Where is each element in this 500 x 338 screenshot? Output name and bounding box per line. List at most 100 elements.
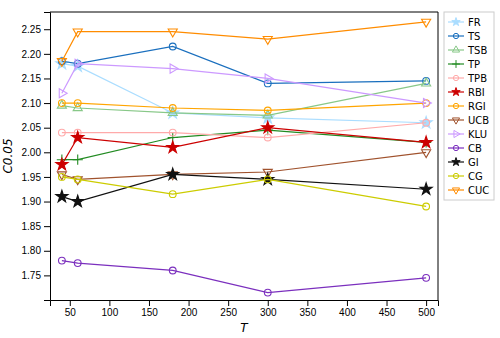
point [75, 59, 83, 68]
legend-item: CG [448, 171, 483, 182]
legend-marker [452, 46, 459, 52]
chart: 50 100 150 200 250 300 350 400 450 500 1.75 1.80 1.8… [0, 0, 500, 338]
tick-label: 450 [379, 307, 396, 318]
series-line [62, 261, 426, 293]
tick: 1.75 [22, 270, 50, 281]
tick: 350 [300, 300, 317, 318]
point [56, 57, 68, 68]
legend-marker [453, 173, 458, 178]
tick: 2.20 [22, 49, 50, 60]
point [56, 190, 68, 201]
point [74, 260, 81, 267]
legend-marker [452, 88, 460, 96]
point [167, 168, 179, 179]
series-line [62, 64, 426, 103]
tick: 1.85 [22, 221, 50, 232]
tick-mark [44, 54, 50, 55]
tick-label: 2.05 [22, 122, 42, 133]
tick: 100 [102, 300, 119, 318]
tick-mark [44, 177, 50, 178]
point [58, 174, 65, 181]
legend-line [448, 119, 464, 120]
tick-mark [44, 251, 50, 252]
tick-mark [70, 300, 71, 306]
tick-mark [44, 226, 50, 227]
tick: 150 [141, 300, 158, 318]
series [58, 43, 429, 87]
plot: 50 100 150 200 250 300 350 400 450 500 1.75 1.80 1.8… [1, 12, 439, 335]
series [56, 168, 432, 207]
axis-line [51, 301, 439, 307]
y-axis-title: C0.05 [1, 138, 15, 173]
point [423, 99, 431, 108]
tick: 500 [418, 300, 435, 318]
tick: 300 [260, 300, 277, 318]
series [57, 150, 430, 185]
point [262, 121, 274, 132]
legend-item: TS [448, 31, 480, 42]
tick: 400 [339, 300, 356, 318]
series [57, 19, 430, 66]
point [264, 289, 271, 296]
tick: 2.25 [22, 24, 50, 35]
point [170, 64, 178, 73]
series [59, 59, 431, 108]
point [423, 274, 430, 281]
legend-label: CUC [468, 185, 489, 196]
legend-marker [453, 103, 458, 108]
legend-item: FR [448, 17, 481, 28]
tick: 1.80 [22, 245, 50, 256]
tick: 2.10 [22, 98, 50, 109]
point [73, 177, 82, 185]
tick-label: 250 [220, 307, 237, 318]
tick-mark [44, 275, 50, 276]
tick-mark [347, 300, 348, 306]
series-line [62, 152, 426, 179]
marks [56, 19, 432, 296]
series-line [62, 22, 426, 61]
point [169, 191, 176, 198]
point [420, 116, 432, 127]
tick: 2.05 [22, 122, 50, 133]
point [72, 195, 84, 206]
tick: 50 [65, 300, 77, 318]
legend-item: RBI [448, 87, 485, 98]
tick-mark [44, 103, 50, 104]
tick-label: 50 [65, 307, 77, 318]
legend-label: UCB [468, 115, 489, 126]
point [422, 78, 431, 86]
tick: 1.90 [22, 196, 50, 207]
point [169, 267, 176, 274]
tick: 250 [220, 300, 237, 318]
tick-label: 2.00 [22, 147, 42, 158]
legend-label: RBI [468, 87, 485, 98]
legend-line [448, 77, 464, 78]
legend-line [448, 105, 464, 106]
point [58, 257, 65, 264]
series-line [62, 64, 426, 123]
point [264, 134, 271, 141]
legend-item: CB [448, 143, 482, 154]
tick-label: 350 [300, 307, 317, 318]
point [422, 150, 431, 158]
point [168, 29, 177, 37]
legend: FRTSTSBTPTPBRBIRGIUCBKLUCBGICGCUC [444, 12, 494, 200]
x-axis-title: T [240, 321, 249, 335]
frame [50, 12, 438, 13]
tick-mark [189, 300, 190, 306]
tick: 2.15 [22, 73, 50, 84]
frame [438, 12, 439, 300]
tick-label: 2.15 [22, 73, 42, 84]
point [263, 36, 272, 44]
tick: 200 [181, 300, 198, 318]
tick-mark [149, 300, 150, 306]
tick-mark [109, 300, 110, 306]
series [58, 257, 429, 296]
point [73, 155, 83, 165]
legend-line [448, 147, 464, 148]
legend-line [448, 189, 464, 190]
legend-item: RGI [448, 101, 486, 112]
point [72, 60, 84, 71]
legend-label: GI [468, 157, 479, 168]
series-line [62, 83, 426, 115]
